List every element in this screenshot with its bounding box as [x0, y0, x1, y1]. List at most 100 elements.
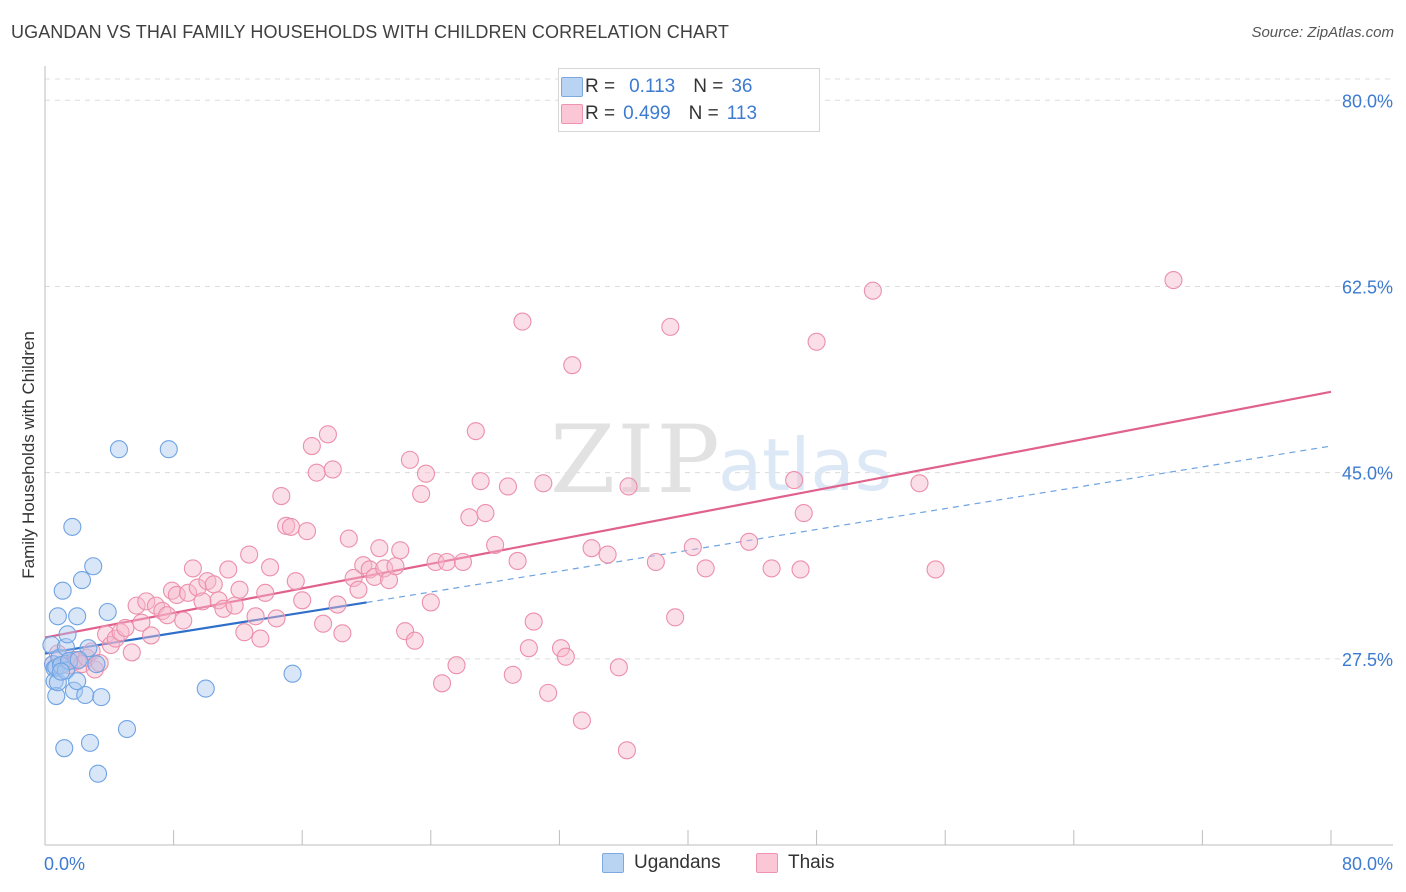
stats-legend: R = 0.113 N = 36 R = 0.499 N = 113: [558, 68, 820, 132]
point-thais: [539, 683, 558, 702]
point-ugandans: [117, 719, 137, 739]
point-thais: [272, 486, 291, 506]
point-thais: [370, 539, 389, 558]
watermark-atlas: atlas: [718, 423, 892, 507]
point-thais: [476, 504, 495, 523]
point-thais: [230, 580, 249, 599]
point-thais: [256, 583, 275, 602]
legend-swatch-ugandans: [561, 77, 583, 97]
point-thais: [910, 474, 929, 493]
point-thais: [142, 626, 161, 645]
point-thais: [204, 575, 223, 594]
bottom-legend-label: Thais: [788, 852, 835, 873]
point-ugandans: [55, 739, 74, 758]
point-thais: [240, 545, 259, 564]
point-ugandans: [48, 607, 67, 626]
point-thais: [460, 508, 479, 527]
point-thais: [503, 665, 522, 684]
point-thais: [375, 559, 394, 578]
point-thais: [563, 356, 582, 375]
point-thais: [617, 741, 636, 760]
y-tick-label: 80.0%: [1342, 91, 1393, 111]
point-thais: [421, 593, 440, 612]
axes: [44, 66, 1393, 846]
legend-row-thais: R = 0.499 N = 113: [561, 102, 757, 126]
point-thais: [297, 522, 317, 541]
point-thais: [286, 572, 305, 591]
point-thais: [551, 639, 571, 658]
point-thais: [466, 422, 485, 441]
point-thais: [696, 559, 715, 578]
point-thais: [328, 595, 347, 614]
trend-line-thais: [44, 390, 1332, 639]
point-thais: [127, 596, 146, 615]
point-thais: [174, 611, 193, 630]
point-ugandans: [159, 440, 178, 459]
point-thais: [437, 552, 456, 572]
point-thais: [785, 471, 804, 490]
point-ugandans: [80, 733, 100, 752]
legend-n-label: N =: [688, 103, 719, 124]
point-thais: [386, 557, 405, 576]
tick-labels: 27.5% 45.0% 62.5% 80.0% 0.0% 80.0%: [44, 91, 1393, 874]
point-thais: [794, 504, 813, 523]
x-tick-label-max: 80.0%: [1342, 854, 1393, 874]
point-thais: [582, 539, 601, 558]
point-thais: [333, 624, 352, 643]
point-thais: [513, 312, 532, 331]
legend-r-label: R =: [585, 76, 616, 97]
point-ugandans: [196, 679, 215, 698]
point-thais: [447, 656, 466, 675]
point-thais: [225, 596, 244, 615]
y-tick-label: 62.5%: [1342, 277, 1393, 297]
source-label: Source: ZipAtlas.com: [1251, 24, 1394, 41]
point-ugandans: [76, 685, 95, 705]
point-thais: [740, 532, 759, 551]
point-thais: [572, 711, 591, 730]
point-thais: [281, 517, 300, 536]
point-thais: [498, 477, 518, 496]
point-thais: [519, 639, 538, 658]
point-ugandans: [53, 581, 72, 600]
point-thais: [863, 281, 882, 300]
point-thais: [293, 591, 312, 610]
point-thais: [349, 580, 368, 599]
point-thais: [666, 608, 685, 627]
trend-line-ugandans-extension: [366, 445, 1332, 604]
point-thais: [235, 623, 254, 642]
watermark: ZIP atlas: [550, 406, 892, 515]
point-thais: [534, 474, 553, 493]
legend-n-value: 36: [731, 76, 753, 97]
point-ugandans: [87, 655, 106, 674]
point-ugandans: [42, 635, 61, 655]
point-ugandans: [63, 517, 82, 536]
point-thais: [260, 558, 280, 577]
point-ugandans: [84, 557, 103, 576]
point-thais: [453, 552, 473, 572]
point-ugandans: [283, 664, 302, 683]
point-thais: [158, 606, 177, 625]
point-thais: [193, 592, 212, 611]
point-thais: [683, 538, 702, 557]
point-ugandans: [92, 688, 111, 707]
point-thais: [609, 658, 628, 677]
point-ugandans: [72, 571, 92, 590]
point-ugandans: [47, 687, 66, 706]
point-thais: [97, 625, 116, 644]
point-thais: [619, 477, 638, 496]
point-thais: [122, 643, 141, 662]
point-thais: [318, 425, 337, 444]
bottom-legend-swatch-thais: [756, 853, 778, 873]
point-thais: [302, 436, 321, 456]
point-ugandans: [58, 625, 77, 644]
legend-r-label: R =: [585, 103, 616, 124]
point-thais: [412, 484, 431, 503]
point-thais: [267, 609, 286, 628]
point-thais: [179, 583, 198, 602]
point-ugandans: [52, 656, 71, 675]
point-ugandans: [98, 602, 117, 622]
point-thais: [307, 463, 326, 482]
point-thais: [471, 472, 490, 491]
point-thais: [314, 614, 333, 633]
